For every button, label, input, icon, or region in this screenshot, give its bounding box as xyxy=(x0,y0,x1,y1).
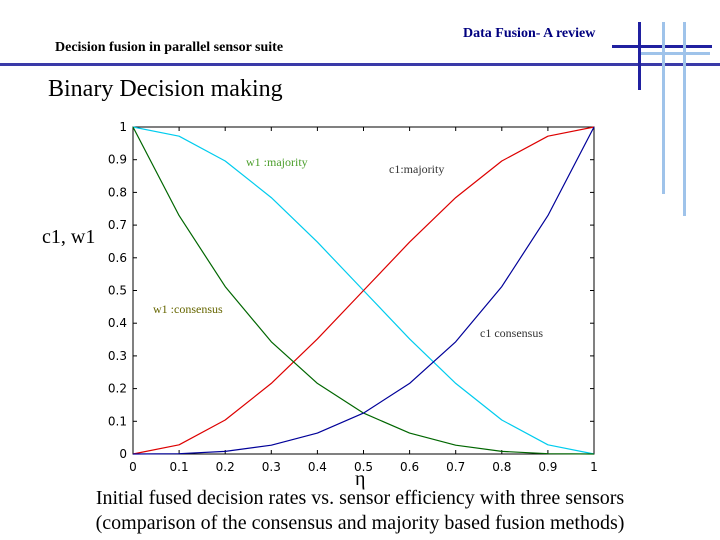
x-tick-label: 0.5 xyxy=(354,460,373,474)
y-tick-label: 0.1 xyxy=(108,414,127,428)
y-tick-label: 0.5 xyxy=(108,284,127,298)
y-axis-label: c1, w1 xyxy=(42,226,95,248)
decor-vbar-light-1 xyxy=(662,22,665,194)
decor-hbar-light xyxy=(640,52,710,55)
decor-hbar-main xyxy=(0,63,720,66)
y-tick-label: 0 xyxy=(119,447,127,461)
y-tick-label: 0.4 xyxy=(108,316,127,330)
x-tick-label: 0.8 xyxy=(492,460,511,474)
x-tick-label: 1 xyxy=(590,460,598,474)
series-line-c1-majority xyxy=(132,126,595,455)
section-heading: Binary Decision making xyxy=(48,76,283,102)
x-tick-label: 0.6 xyxy=(400,460,419,474)
x-tick-label: 0 xyxy=(129,460,137,474)
y-tick-label: 0.9 xyxy=(108,153,127,167)
y-tick-label: 0.6 xyxy=(108,251,127,265)
series-label-c1-majority: c1:majority xyxy=(389,162,444,176)
x-tick-label: 0.7 xyxy=(446,460,465,474)
chart-labels: w1 :majority c1:majority w1 :consensus c… xyxy=(42,155,543,490)
y-tick-label: 0.3 xyxy=(108,349,127,363)
chart-ticks: 0 0.1 0.2 0.3 0.4 0.5 0.6 0.7 0.8 0.9 1 0 0.1 0.2 0.3 0… xyxy=(108,120,598,474)
series-label-w1-majority: w1 :majority xyxy=(246,155,308,169)
x-tick-label: 0.1 xyxy=(170,460,189,474)
x-axis-label: η xyxy=(355,468,365,490)
y-tick-label: 0.2 xyxy=(108,382,127,396)
x-tick-label: 0.3 xyxy=(262,460,281,474)
caption-line-2: (comparison of the consensus and majorit… xyxy=(95,512,625,534)
y-tick-label: 1 xyxy=(119,120,127,134)
slide-title-right: Data Fusion- A review xyxy=(463,26,596,41)
series-label-c1-consensus: c1 consensus xyxy=(480,326,543,340)
series-label-w1-consensus: w1 :consensus xyxy=(153,302,223,316)
decor-vbar-light-2 xyxy=(683,22,686,216)
chart-series xyxy=(132,126,595,455)
x-tick-label: 0.4 xyxy=(308,460,327,474)
caption-line-1: Initial fused decision rates vs. sensor … xyxy=(95,487,625,509)
decor-vbar-dark xyxy=(638,22,641,90)
x-tick-label: 0.9 xyxy=(538,460,557,474)
y-tick-label: 0.8 xyxy=(108,185,127,199)
x-tick-label: 0.2 xyxy=(216,460,235,474)
slide-subtitle-left: Decision fusion in parallel sensor suite xyxy=(55,40,284,55)
y-tick-label: 0.7 xyxy=(108,218,127,232)
series-line-c1-consensus xyxy=(132,126,595,455)
